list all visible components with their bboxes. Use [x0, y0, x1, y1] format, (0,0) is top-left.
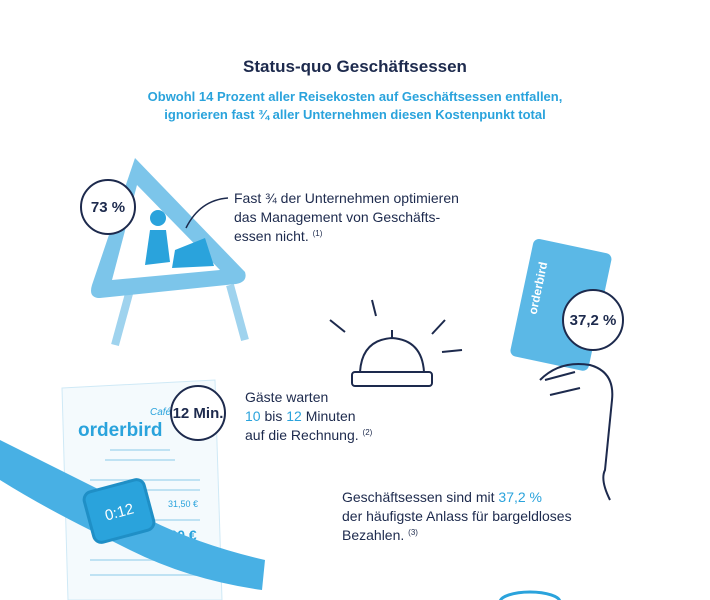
stat-text: 10 bis 12 Minuten	[245, 408, 356, 424]
badge	[562, 289, 624, 351]
stat-text: Bezahlen.	[342, 527, 404, 543]
subtitle: Obwohl 14 Prozent aller Reisekosten auf …	[148, 89, 563, 104]
bell	[329, 299, 463, 387]
badge	[80, 179, 136, 235]
stat-text: das Management von Geschäfts-	[234, 209, 441, 225]
stat-text: essen nicht.	[234, 228, 309, 244]
stat-text: auf die Rechnung. (2)	[245, 427, 373, 443]
highlight: 10	[245, 408, 261, 424]
stat-text: Fast ¾ der Unternehmen optimieren	[234, 190, 459, 206]
highlight: 12	[286, 408, 302, 424]
stat-text: essen nicht. (1)	[234, 228, 323, 244]
connector	[185, 197, 229, 229]
hand	[539, 363, 614, 501]
subtitle: ignorieren fast ¾ aller Unternehmen dies…	[164, 107, 545, 122]
stat-text: bis	[261, 408, 287, 424]
stat-text: Gäste warten	[245, 389, 328, 405]
footnote: (2)	[363, 428, 373, 437]
highlight: 37,2 %	[498, 489, 542, 505]
receipt-brand: orderbird	[78, 420, 162, 441]
stat-text: der häufigste Anlass für bargeldloses	[342, 508, 572, 524]
title: Status-quo Geschäftsessen	[243, 57, 467, 76]
decoration	[498, 590, 562, 600]
stat-text: Geschäftsessen sind mit	[342, 489, 498, 505]
badge-text: 37,2 %	[570, 312, 617, 329]
stat-text: Bezahlen. (3)	[342, 527, 418, 543]
hand	[544, 371, 581, 396]
stat-text: Minuten	[302, 408, 356, 424]
stat-text: auf die Rechnung.	[245, 427, 359, 443]
watch-time: 0:12	[103, 500, 136, 524]
badge-text: 73 %	[91, 199, 125, 216]
footnote: (3)	[408, 528, 418, 537]
badge	[170, 385, 226, 441]
receipt-cafe: Café	[150, 407, 172, 418]
watch: 0:12	[0, 440, 265, 590]
badge-text: 12 Min.	[173, 405, 224, 422]
receipt-amount: 31,50 €	[168, 499, 198, 509]
footnote: (1)	[313, 229, 323, 238]
stat-text: Geschäftsessen sind mit 37,2 %	[342, 489, 542, 505]
